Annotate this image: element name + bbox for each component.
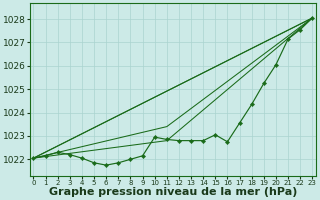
X-axis label: Graphe pression niveau de la mer (hPa): Graphe pression niveau de la mer (hPa) — [49, 187, 297, 197]
